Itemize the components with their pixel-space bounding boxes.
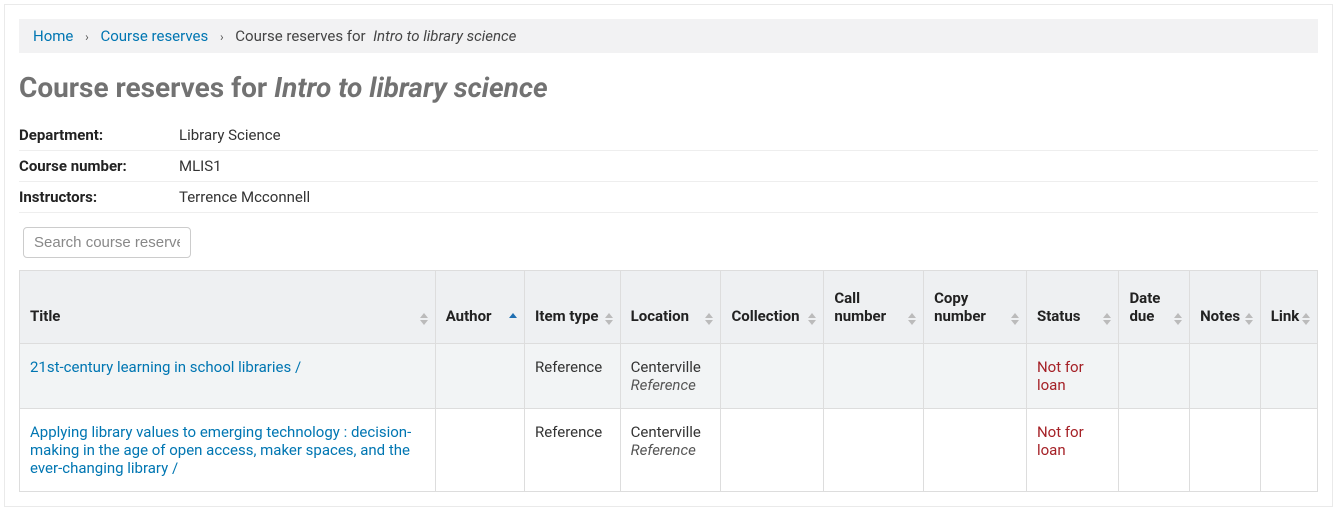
- sort-icon: [1102, 313, 1112, 327]
- col-header-itemtype[interactable]: Item type: [525, 271, 621, 344]
- department-label: Department:: [19, 120, 179, 151]
- title-link[interactable]: 21st-century learning in school librarie…: [30, 358, 301, 376]
- sort-icon: [907, 313, 917, 327]
- col-header-notes[interactable]: Notes: [1190, 271, 1261, 344]
- sort-icon: [1244, 313, 1254, 327]
- location-primary: Centerville: [631, 423, 701, 441]
- col-header-status[interactable]: Status: [1026, 271, 1118, 344]
- breadcrumb-current: Course reserves for Intro to library sci…: [235, 27, 516, 45]
- col-header-author[interactable]: Author: [435, 271, 524, 344]
- cell-location: CentervilleReference: [620, 344, 721, 409]
- table-header-row: Title Author Item type Location: [20, 271, 1318, 344]
- col-header-location[interactable]: Location: [620, 271, 721, 344]
- sort-icon: [1301, 313, 1311, 327]
- cell-status: Not for loan: [1026, 409, 1118, 492]
- breadcrumb-current-course: Intro to library science: [373, 27, 516, 45]
- col-header-title-label: Title: [30, 307, 60, 325]
- sort-icon: [604, 313, 614, 327]
- course-info-table: Department: Library Science Course numbe…: [19, 120, 1318, 213]
- col-header-author-label: Author: [446, 307, 492, 325]
- reserves-table: Title Author Item type Location: [19, 270, 1318, 492]
- breadcrumb: Home › Course reserves › Course reserves…: [19, 19, 1318, 53]
- col-header-copy[interactable]: Copy number: [924, 271, 1027, 344]
- cell-copy: [924, 344, 1027, 409]
- col-header-collection[interactable]: Collection: [721, 271, 824, 344]
- page-container: Home › Course reserves › Course reserves…: [4, 4, 1333, 507]
- title-link[interactable]: Applying library values to emerging tech…: [30, 423, 411, 477]
- col-header-status-label: Status: [1037, 307, 1081, 325]
- cell-itemtype: Reference: [525, 344, 621, 409]
- page-title-course: Intro to library science: [274, 71, 548, 104]
- content: Course reserves for Intro to library sci…: [5, 71, 1332, 506]
- location-secondary: Reference: [631, 376, 711, 394]
- table-row: 21st-century learning in school librarie…: [20, 344, 1318, 409]
- col-header-title[interactable]: Title: [20, 271, 436, 344]
- cell-notes: [1190, 409, 1261, 492]
- sort-icon: [419, 313, 429, 327]
- breadcrumb-home[interactable]: Home: [33, 27, 73, 45]
- instructors-value: Terrence Mcconnell: [179, 182, 1318, 213]
- col-header-link-label: Link: [1271, 307, 1300, 325]
- breadcrumb-course-reserves[interactable]: Course reserves: [100, 27, 208, 45]
- location-secondary: Reference: [631, 441, 711, 459]
- cell-author: [435, 344, 524, 409]
- department-value: Library Science: [179, 120, 1318, 151]
- cell-title: 21st-century learning in school librarie…: [20, 344, 436, 409]
- chevron-right-icon: ›: [85, 30, 89, 44]
- status-badge: Not for loan: [1037, 358, 1084, 394]
- col-header-collection-label: Collection: [731, 307, 799, 325]
- cell-status: Not for loan: [1026, 344, 1118, 409]
- sort-icon: [807, 313, 817, 327]
- cell-call: [824, 344, 924, 409]
- sort-icon: [704, 313, 714, 327]
- search-input[interactable]: [23, 227, 191, 258]
- col-header-link[interactable]: Link: [1260, 271, 1317, 344]
- col-header-copy-label: Copy number: [934, 289, 986, 325]
- page-title-prefix: Course reserves for: [19, 71, 267, 104]
- table-row: Applying library values to emerging tech…: [20, 409, 1318, 492]
- status-badge: Not for loan: [1037, 423, 1084, 459]
- sort-asc-icon: [508, 313, 518, 327]
- cell-title: Applying library values to emerging tech…: [20, 409, 436, 492]
- cell-location: CentervilleReference: [620, 409, 721, 492]
- col-header-location-label: Location: [631, 307, 689, 325]
- cell-link: [1260, 344, 1317, 409]
- cell-notes: [1190, 344, 1261, 409]
- page-title: Course reserves for Intro to library sci…: [19, 71, 1318, 104]
- col-header-date[interactable]: Date due: [1119, 271, 1190, 344]
- instructors-label: Instructors:: [19, 182, 179, 213]
- col-header-call-label: Call number: [834, 289, 886, 325]
- col-header-notes-label: Notes: [1200, 307, 1240, 325]
- cell-call: [824, 409, 924, 492]
- cell-date: [1119, 409, 1190, 492]
- course-number-value: MLIS1: [179, 151, 1318, 182]
- col-header-date-label: Date due: [1129, 289, 1160, 325]
- location-primary: Centerville: [631, 358, 701, 376]
- col-header-itemtype-label: Item type: [535, 307, 598, 325]
- cell-copy: [924, 409, 1027, 492]
- chevron-right-icon: ›: [220, 30, 224, 44]
- cell-date: [1119, 344, 1190, 409]
- sort-icon: [1010, 313, 1020, 327]
- cell-link: [1260, 409, 1317, 492]
- cell-collection: [721, 409, 824, 492]
- cell-itemtype: Reference: [525, 409, 621, 492]
- sort-icon: [1173, 313, 1183, 327]
- col-header-call[interactable]: Call number: [824, 271, 924, 344]
- breadcrumb-current-prefix: Course reserves for: [235, 27, 365, 45]
- course-number-label: Course number:: [19, 151, 179, 182]
- cell-author: [435, 409, 524, 492]
- search-wrap: [23, 227, 1318, 258]
- cell-collection: [721, 344, 824, 409]
